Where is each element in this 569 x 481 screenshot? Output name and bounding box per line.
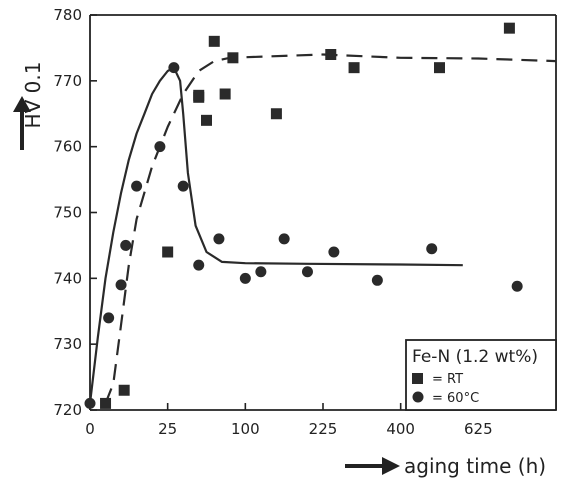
data-point-60c (84, 397, 96, 409)
legend: Fe-N (1.2 wt%) = RT = 60°C (405, 339, 557, 411)
x-tick-label: 25 (158, 420, 177, 438)
data-point-60c (213, 233, 225, 245)
legend-circle-marker (412, 391, 424, 403)
legend-entry-60c: = 60°C (432, 391, 479, 406)
data-point-60c (154, 141, 166, 153)
x-tick-label: 0 (85, 420, 95, 438)
data-point-60c (115, 279, 127, 291)
data-point-rt (503, 22, 515, 34)
right-arrow-icon (345, 457, 400, 475)
data-point-rt (227, 52, 239, 64)
y-tick-label: 720 (53, 401, 82, 419)
data-point-60c (177, 180, 189, 192)
legend-box (405, 339, 557, 411)
data-point-60c (371, 274, 383, 286)
x-tick-label: 100 (231, 420, 260, 438)
x-tick-label: 400 (386, 420, 415, 438)
data-point-60c (193, 259, 205, 271)
data-point-rt (434, 62, 445, 74)
x-axis-label: aging time (h) (404, 454, 546, 478)
data-point-rt (208, 35, 220, 47)
data-point-60c (131, 180, 143, 192)
y-tick-label: 730 (53, 335, 82, 353)
data-point-60c (278, 233, 290, 245)
data-point-60c (255, 266, 267, 278)
data-point-rt (325, 49, 337, 60)
data-point-60c (511, 280, 523, 292)
y-axis-label: HV 0.1 (21, 62, 45, 129)
data-point-60c (239, 272, 251, 284)
data-point-rt (270, 108, 282, 120)
y-tick-label: 740 (53, 269, 82, 287)
legend-title: Fe-N (1.2 wt%) (412, 347, 538, 367)
data-point-60c (120, 239, 132, 251)
y-axis-title: HV 0.1 (13, 62, 45, 150)
data-point-60c (426, 243, 438, 255)
data-point-60c (168, 62, 180, 74)
data-point-60c (328, 246, 340, 258)
x-axis-title: aging time (h) (345, 454, 546, 478)
legend-square-marker (412, 373, 423, 384)
x-tick-label: 225 (309, 420, 338, 438)
y-tick-label: 780 (53, 6, 82, 24)
y-tick-label: 760 (53, 138, 82, 156)
y-tick-label: 750 (53, 204, 82, 222)
x-tick-label: 625 (464, 420, 493, 438)
fit-curve-rt (104, 53, 557, 404)
y-axis-ticks: 720 730 740 750 760 770 780 (53, 6, 97, 419)
data-point-rt (201, 114, 212, 126)
data-point-60c (103, 312, 115, 324)
data-point-rt (100, 397, 112, 409)
data-point-rt (219, 88, 231, 100)
data-point-rt (118, 384, 130, 396)
data-points (84, 22, 523, 409)
legend-entry-rt: = RT (432, 372, 463, 387)
up-arrow-icon (13, 96, 31, 150)
y-tick-label: 770 (53, 72, 82, 90)
data-point-rt (193, 89, 205, 101)
data-point-rt (348, 62, 360, 74)
data-point-rt (162, 246, 174, 258)
data-point-60c (301, 266, 313, 278)
